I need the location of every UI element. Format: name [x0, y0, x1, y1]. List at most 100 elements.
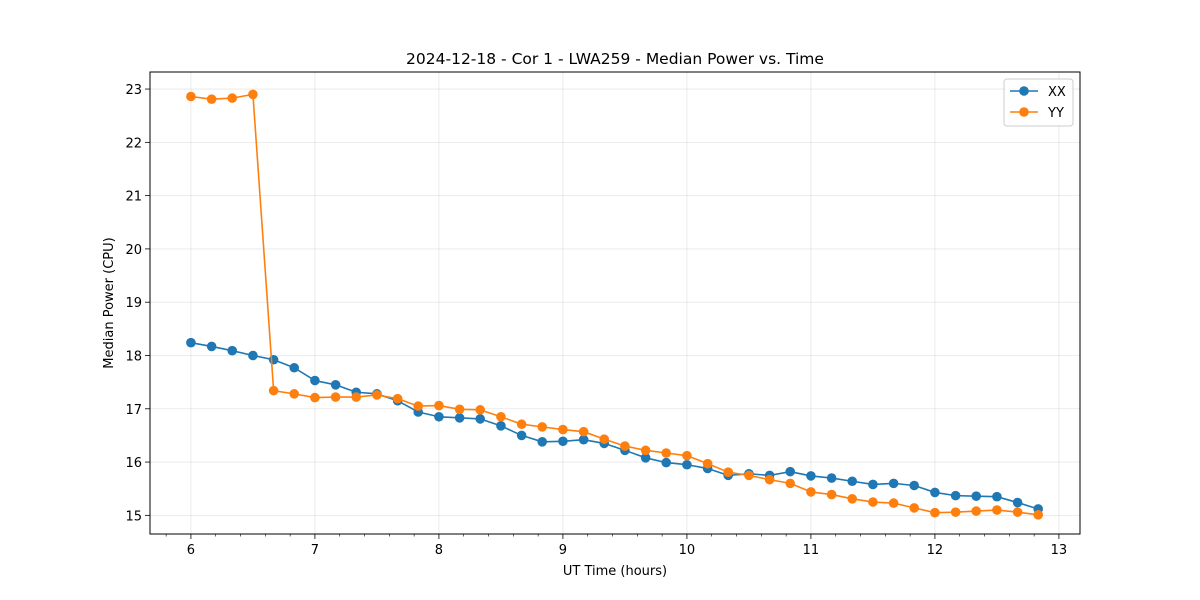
x-tick-label: 11 — [803, 543, 820, 558]
x-tick-label: 13 — [1051, 543, 1068, 558]
series-yy — [186, 89, 1044, 520]
data-point-xx — [248, 350, 258, 361]
data-point-xx — [558, 436, 568, 447]
y-tick-label: 21 — [125, 190, 142, 205]
data-point-xx — [661, 457, 672, 468]
data-point-xx — [950, 490, 961, 501]
data-point-xx — [868, 479, 878, 490]
data-point-xx — [1012, 497, 1023, 508]
data-point-xx — [454, 413, 465, 423]
data-point-yy — [723, 467, 734, 477]
legend-xx-label: XX — [1048, 85, 1066, 100]
data-point-xx — [909, 480, 920, 491]
data-point-yy — [764, 474, 775, 485]
y-tick-label: 15 — [125, 509, 142, 524]
y-tick-label: 19 — [125, 296, 142, 311]
data-point-xx — [496, 421, 506, 431]
data-point-yy — [289, 389, 300, 399]
data-point-xx — [785, 466, 796, 477]
data-point-xx — [186, 337, 196, 348]
data-point-xx — [537, 437, 548, 447]
data-point-yy — [599, 434, 610, 444]
data-point-xx — [310, 375, 320, 386]
data-point-yy — [1033, 510, 1044, 520]
x-tick-label: 9 — [559, 543, 567, 558]
y-tick-label: 23 — [125, 83, 142, 98]
data-point-yy — [413, 401, 424, 411]
data-point-yy — [310, 392, 320, 403]
data-point-yy — [682, 450, 692, 461]
legend: XX YY — [1003, 78, 1074, 127]
data-point-yy — [909, 503, 920, 513]
legend-yy-label: YY — [1047, 106, 1064, 121]
data-point-xx — [806, 471, 816, 481]
data-point-yy — [248, 89, 258, 100]
data-point-yy — [392, 393, 403, 404]
x-tick-label: 12 — [927, 543, 944, 558]
data-point-yy — [351, 392, 362, 402]
data-point-xx — [930, 487, 940, 498]
data-point-yy — [186, 91, 196, 102]
y-tick-label: 17 — [125, 403, 142, 418]
data-point-xx — [227, 345, 238, 356]
data-point-yy — [971, 506, 982, 516]
x-tick-label: 6 — [187, 543, 195, 558]
data-point-yy — [454, 404, 465, 415]
data-point-xx — [826, 473, 837, 483]
y-tick-label: 22 — [125, 136, 142, 151]
data-point-xx — [434, 411, 444, 422]
y-tick-label: 16 — [125, 456, 142, 471]
data-point-yy — [661, 448, 672, 458]
y-tick-label: 20 — [125, 243, 142, 258]
data-point-yy — [785, 478, 796, 489]
data-point-xx — [516, 430, 527, 441]
data-point-yy — [806, 487, 816, 497]
y-tick-label: 18 — [125, 349, 142, 364]
data-point-yy — [330, 392, 341, 402]
minor-tick-layer — [165, 534, 1035, 537]
y-axis: 15 16 17 18 19 20 21 22 23 — [125, 83, 150, 524]
data-point-xx — [475, 414, 486, 424]
data-point-yy — [496, 411, 506, 422]
data-point-yy — [992, 505, 1002, 515]
data-point-xx — [847, 476, 858, 487]
data-point-yy — [930, 507, 940, 518]
data-point-xx — [206, 341, 217, 352]
data-point-yy — [868, 497, 878, 507]
y-axis-label: Median Power (CPU) — [102, 237, 117, 368]
series-layer — [186, 89, 1044, 520]
data-point-xx — [971, 491, 982, 501]
data-point-yy — [537, 422, 548, 432]
data-point-xx — [330, 379, 341, 390]
data-point-yy — [475, 405, 486, 415]
data-point-yy — [206, 94, 217, 104]
data-point-yy — [516, 419, 527, 430]
data-point-yy — [558, 424, 568, 435]
x-axis-label: UT Time (hours) — [563, 564, 667, 579]
data-point-xx — [682, 459, 692, 470]
data-point-yy — [888, 498, 899, 508]
data-point-yy — [1012, 507, 1023, 517]
data-point-yy — [372, 390, 382, 400]
data-point-xx — [289, 362, 300, 373]
data-point-yy — [434, 400, 444, 411]
data-point-xx — [268, 354, 279, 365]
data-point-yy — [702, 458, 713, 469]
data-point-yy — [640, 445, 651, 456]
data-point-xx — [992, 491, 1002, 502]
data-point-yy — [578, 426, 589, 437]
legend-xx-marker — [1019, 86, 1029, 96]
data-point-yy — [950, 507, 961, 517]
data-point-yy — [620, 441, 630, 451]
data-point-xx — [578, 434, 589, 445]
plot-frame — [149, 71, 1081, 535]
data-point-yy — [826, 489, 837, 500]
data-point-yy — [227, 93, 238, 103]
data-point-xx — [888, 478, 899, 489]
x-tick-label: 10 — [679, 543, 696, 558]
legend-yy-marker — [1019, 107, 1029, 117]
data-point-yy — [744, 470, 754, 481]
x-tick-label: 7 — [311, 543, 319, 558]
x-tick-label: 8 — [435, 543, 443, 558]
